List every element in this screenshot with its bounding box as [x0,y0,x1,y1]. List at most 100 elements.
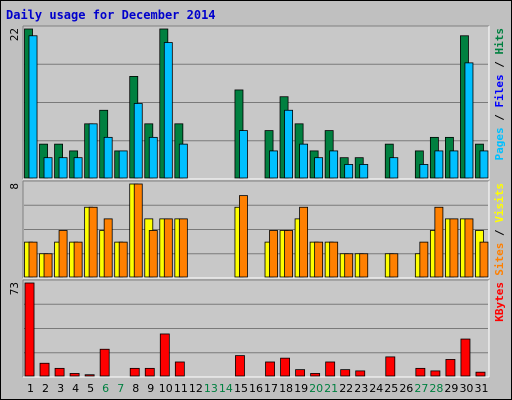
x-tick-label-day-12: 12 [189,382,203,395]
bar-sites-day-17 [269,230,278,278]
bar-files-day-4 [73,157,83,179]
bar-sites-day-21 [329,241,339,278]
panel-usage-legend: Pages / Files / Hits [493,28,506,161]
bar-files-day-11 [178,143,188,179]
bar-files-day-9 [148,136,158,179]
bar-kbytes-day-28 [430,370,441,377]
x-tick-label-day-6: 6 [102,382,109,395]
legend-entry: Pages [493,127,506,160]
bar-sites-day-5 [88,206,98,278]
panel-usage-ymax-label: 22 [8,28,21,41]
legend-entry: Files [493,74,506,107]
x-tick-label-day-18: 18 [279,382,293,395]
bar-sites-day-11 [178,218,188,278]
x-tick-label-day-13: 13 [204,382,218,395]
bar-files-day-5 [88,123,98,179]
bar-files-day-8 [133,103,143,179]
bar-kbytes-day-3 [54,367,65,377]
bar-sites-day-6 [103,218,113,278]
x-tick-label-day-10: 10 [159,382,173,395]
bar-files-day-25 [389,157,399,179]
bar-files-day-3 [58,157,68,179]
bar-files-day-7 [118,150,128,179]
x-tick-label-day-19: 19 [294,382,308,395]
bar-kbytes-day-15 [235,355,245,377]
bar-files-day-23 [359,164,369,179]
bar-files-day-29 [449,150,459,179]
bar-files-day-21 [329,150,339,179]
bar-sites-day-2 [43,253,53,278]
bar-kbytes-day-27 [415,367,426,377]
bar-sites-day-31 [479,241,489,278]
bar-kbytes-day-10 [159,333,170,377]
bar-kbytes-day-23 [355,370,366,377]
bar-kbytes-day-18 [280,357,290,377]
bar-kbytes-day-21 [325,361,336,377]
x-tick-label-day-11: 11 [174,382,188,395]
bar-files-day-10 [163,42,173,179]
bar-sites-day-10 [163,218,173,278]
bar-sites-day-3 [58,230,68,278]
x-tick-label-day-29: 29 [444,382,458,395]
bar-sites-day-23 [359,253,369,278]
x-tick-label-day-20: 20 [309,382,323,395]
bar-files-day-30 [464,62,474,179]
x-tick-label-day-31: 31 [474,382,488,395]
bar-sites-day-1 [28,241,38,278]
x-tick-label-day-26: 26 [399,382,413,395]
bar-kbytes-day-19 [295,369,306,377]
bar-kbytes-day-2 [39,362,50,377]
bar-sites-day-18 [284,230,293,278]
legend-entry: / [493,223,506,243]
x-tick-label-day-16: 16 [249,382,263,395]
bar-kbytes-day-5 [84,374,95,377]
x-tick-label-day-24: 24 [369,382,383,395]
bar-sites-day-9 [148,230,158,278]
bar-kbytes-day-20 [310,373,321,377]
x-tick-label-day-23: 23 [354,382,368,395]
bar-kbytes-day-11 [174,361,185,377]
legend-entry: Sites [493,243,506,276]
bar-files-day-19 [299,143,309,179]
bar-files-day-6 [103,136,113,179]
panel-kbytes-ymax-label: 73 [8,282,21,295]
bar-kbytes-day-22 [340,369,351,377]
bar-sites-day-25 [389,253,399,278]
bar-kbytes-day-8 [129,367,140,377]
x-tick-label-day-22: 22 [339,382,353,395]
bar-kbytes-day-25 [385,356,396,377]
bar-files-day-18 [284,109,293,179]
legend-entry: / [493,108,506,128]
panel-kbytes-legend: KBytes [493,282,506,322]
x-tick-label-day-21: 21 [324,382,338,395]
x-tick-label-day-7: 7 [117,382,124,395]
bar-kbytes-day-9 [144,367,155,377]
bar-kbytes-day-17 [265,361,275,377]
x-tick-label-day-3: 3 [57,382,64,395]
x-tick-label-day-27: 27 [414,382,428,395]
bar-files-day-17 [269,150,278,179]
panel-visits-legend: Sites / Visits [493,183,506,276]
bar-files-day-31 [479,150,489,179]
bar-sites-day-15 [239,195,248,278]
x-tick-label-day-15: 15 [234,382,248,395]
bar-files-day-22 [344,164,354,179]
bar-files-day-28 [434,150,444,179]
x-tick-label-day-8: 8 [132,382,139,395]
bar-sites-day-22 [344,253,354,278]
bar-files-day-20 [314,157,324,179]
bar-kbytes-day-1 [24,282,35,377]
bar-kbytes-day-6 [99,348,110,377]
panel-visits-ymax-label: 8 [8,183,21,190]
bar-files-day-27 [419,164,429,179]
legend-entry: KBytes [493,282,506,322]
bar-kbytes-day-31 [475,371,486,377]
bar-sites-day-28 [434,206,444,278]
chart-title: Daily usage for December 2014 [6,8,216,22]
bar-sites-day-4 [73,241,83,278]
bar-sites-day-29 [449,218,459,278]
bar-sites-day-20 [314,241,324,278]
bar-kbytes-day-4 [69,373,80,377]
